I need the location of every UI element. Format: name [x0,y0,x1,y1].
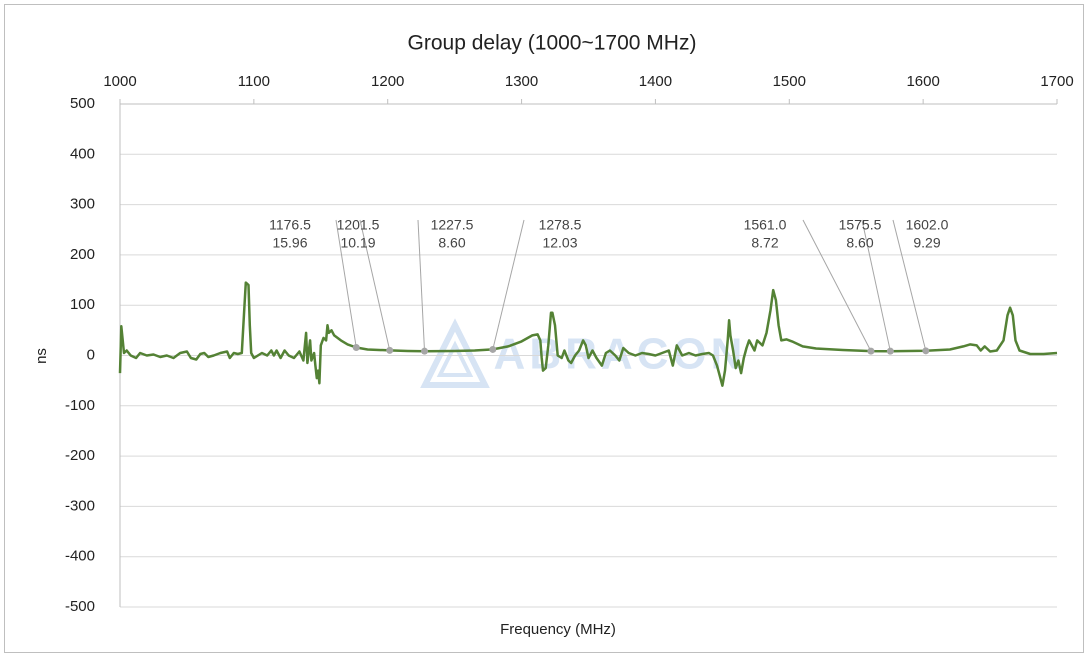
annotation-y: 9.29 [913,235,940,251]
y-tick-label: -400 [65,548,95,565]
y-tick-label: 300 [70,196,95,213]
annotation-point [421,347,429,355]
x-tick-label: 1100 [238,73,270,90]
annotation-y: 10.19 [340,235,375,251]
x-tick-label: 1500 [773,73,806,90]
annotation-y: 8.60 [846,235,873,251]
annotation-y: 15.96 [272,235,307,251]
annotation-leader [359,219,391,351]
annotation-point [886,347,894,355]
annotation-x: 1278.5 [539,217,582,233]
annotation-point [386,346,394,354]
chart-frame [4,4,1084,653]
annotation-y: 8.60 [438,235,465,251]
x-tick-label: 1300 [505,73,538,90]
y-tick-label: 500 [70,95,95,112]
y-tick-label: 100 [70,296,95,313]
y-tick-label: -500 [65,598,95,615]
y-tick-label: 0 [87,346,95,363]
annotation-x: 1575.5 [839,217,882,233]
annotation-point [867,347,875,355]
annotation-x: 1227.5 [431,217,474,233]
y-tick-label: -300 [65,497,95,514]
annotation-y: 8.72 [751,235,778,251]
annotation-leader [802,219,872,352]
annotation-point [489,345,497,353]
y-tick-label: 200 [70,246,95,263]
series-line [118,281,1058,387]
annotation-leader [417,219,426,352]
x-tick-label: 1200 [371,73,404,90]
x-tick-label: 1700 [1040,73,1073,90]
annotation-x: 1176.5 [269,217,311,233]
x-axis-label: Frequency (MHz) [500,621,616,638]
annotation-x: 1602.0 [906,217,949,233]
x-tick-label: 1600 [906,73,939,90]
y-tick-label: 400 [70,145,95,162]
annotation-leader [861,219,891,352]
annotation-x: 1561.0 [744,217,787,233]
annotation-y: 12.03 [542,235,577,251]
annotation-x: 1201.5 [337,217,380,233]
annotation-point [352,343,360,351]
y-tick-label: -200 [65,447,95,464]
annotation-leader [335,219,357,348]
x-tick-label: 1400 [639,73,672,90]
y-tick-label: -100 [65,397,95,414]
annotation-point [922,347,930,355]
x-tick-label: 1000 [103,73,136,90]
annotation-leader [492,219,525,350]
annotation-leader [892,219,927,351]
y-axis-label: ns [33,348,50,364]
chart-title: Group delay (1000~1700 MHz) [408,32,697,55]
